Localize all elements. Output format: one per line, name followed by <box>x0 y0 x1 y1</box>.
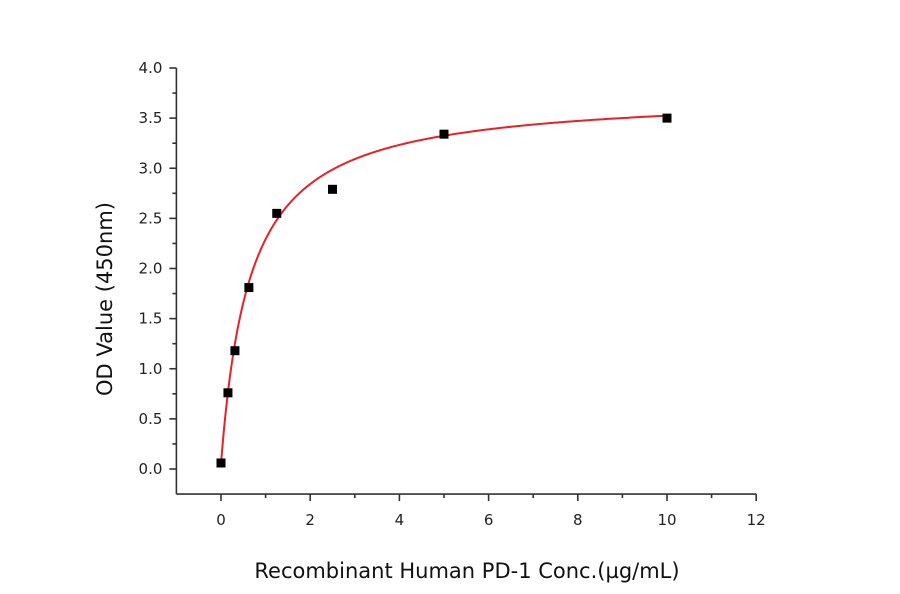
fit-curve-layer <box>220 114 668 465</box>
x-tick-label: 8 <box>573 511 583 529</box>
data-point-marker <box>439 129 449 139</box>
data-point-marker <box>328 184 337 194</box>
data-point-marker <box>272 208 282 218</box>
y-tick-label: 1.5 <box>139 310 163 328</box>
x-axis: 0 2 4 6 8 10 12 <box>176 493 766 529</box>
y-tick-label: 3.5 <box>139 109 163 127</box>
x-axis-title: Recombinant Human PD-1 Conc.(µg/mL) <box>254 559 679 583</box>
x-tick-label: 10 <box>657 511 676 529</box>
data-point-marker <box>230 346 240 356</box>
x-tick-label: 4 <box>395 511 405 529</box>
y-tick-label: 2.5 <box>139 209 163 227</box>
data-points-layer <box>216 113 672 468</box>
y-tick-label: 4.0 <box>139 59 163 77</box>
y-axis-title: OD Value (450nm) <box>93 202 117 396</box>
y-tick-label: 0.5 <box>139 410 163 428</box>
x-tick-label: 0 <box>216 511 226 529</box>
y-tick-label: 1.0 <box>139 360 163 378</box>
x-tick-label: 12 <box>747 511 766 529</box>
data-point-marker <box>216 458 226 468</box>
y-tick-label: 2.0 <box>139 260 163 278</box>
data-point-marker <box>662 113 672 123</box>
y-axis: 0.0 0.5 1.0 1.5 2.0 2.5 3.0 3.5 4.0 <box>139 59 178 495</box>
data-point-marker <box>223 388 233 398</box>
data-point-marker <box>244 283 254 293</box>
y-tick-label: 3.0 <box>139 159 163 177</box>
x-tick-label: 6 <box>484 511 494 529</box>
y-tick-label: 0.0 <box>139 460 163 478</box>
x-tick-label: 2 <box>305 511 315 529</box>
fit-curve <box>220 114 668 465</box>
